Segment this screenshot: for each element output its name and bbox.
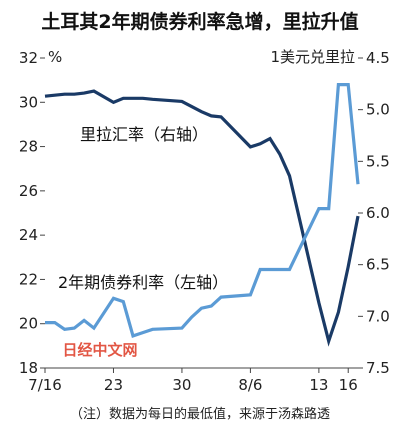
right-tick-label: 6.0 — [366, 204, 390, 222]
left-tick-label: 30 — [19, 93, 38, 111]
right-axis-unit: 1美元兑里拉 — [270, 48, 355, 66]
left-tick-label: 26 — [19, 182, 38, 200]
x-tick-label: 30 — [172, 376, 191, 394]
footnote: （注）数据为每日的最低值，来源于汤森路透 — [70, 406, 330, 422]
x-tick-label: 7/16 — [28, 376, 62, 394]
right-tick-label: 7.5 — [366, 359, 390, 377]
x-tick-label: 8/6 — [238, 376, 262, 394]
left-tick-label: 18 — [19, 359, 38, 377]
bond-yield-line — [45, 82, 360, 338]
left-axis-unit: % — [48, 48, 62, 66]
x-tick-label: 23 — [104, 376, 123, 394]
annotation-bond-label: 2年期债券利率（左轴） — [58, 273, 228, 292]
left-axis: 18 20 22 24 26 28 30 32 — [19, 49, 45, 377]
left-tick-label: 24 — [19, 226, 38, 244]
right-tick-label: 5.0 — [366, 101, 390, 119]
left-tick-label: 22 — [19, 270, 38, 288]
right-axis: 4.5 5.0 5.5 6.0 6.5 7.0 7.5 — [358, 49, 390, 377]
right-tick-label: 7.0 — [366, 307, 390, 325]
x-tick-label: 16 — [339, 376, 358, 394]
watermark-logo: 日经中文网 — [62, 341, 137, 359]
left-tick-label: 28 — [19, 138, 38, 156]
lira-rate-line — [44, 89, 360, 347]
chart-title: 土耳其2年期债券利率急增，里拉升值 — [41, 10, 358, 33]
left-tick-label: 32 — [19, 49, 38, 67]
right-tick-label: 6.5 — [366, 256, 390, 274]
left-tick-label: 20 — [19, 315, 38, 333]
right-tick-label: 4.5 — [366, 49, 390, 67]
right-tick-label: 5.5 — [366, 152, 390, 170]
x-tick-label: 13 — [309, 376, 328, 394]
series-layer — [44, 82, 360, 347]
x-axis: 7/16 23 30 8/6 13 16 — [28, 367, 358, 394]
annotation-lira-label: 里拉汇率（右轴） — [80, 125, 208, 144]
